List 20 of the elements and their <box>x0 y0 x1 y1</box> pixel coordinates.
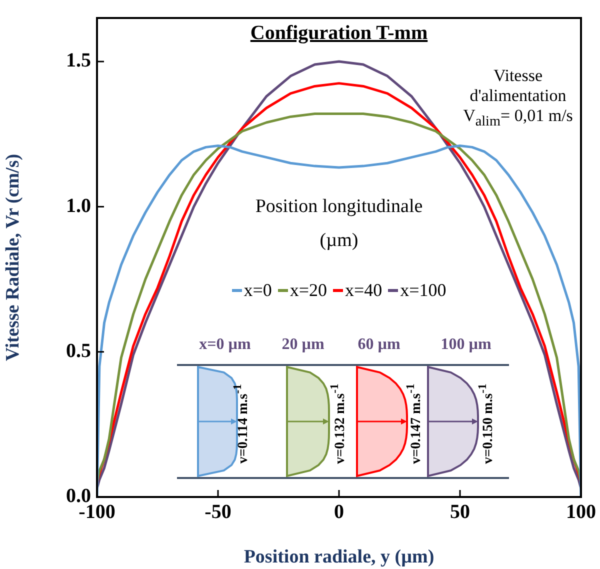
x-axis-title: Position radiale, y (µm) <box>244 546 434 568</box>
legend-label: x=0 <box>244 280 272 301</box>
legend-label: x=100 <box>400 280 446 301</box>
annotation: Vitesse d'alimentation V$_{alim}$= 0,01 m/s <box>462 66 574 132</box>
x-tick-label: 100 <box>566 501 596 524</box>
y-tick-label: 1.5 <box>66 50 91 72</box>
legend-title: Position longitudinale (µm) <box>254 195 424 253</box>
chart-title: Configuration T-mm <box>249 22 429 45</box>
legend-label: x=20 <box>290 280 327 301</box>
annotation: 100 µm <box>440 336 492 354</box>
x-tick-label: 0 <box>334 501 344 524</box>
y-tick-label: 1.0 <box>66 194 91 217</box>
x-tick-label: -50 <box>204 501 232 524</box>
annotation: 20 µm <box>280 336 326 354</box>
annotation: x=0 µm <box>198 336 252 354</box>
legend-label: x=40 <box>345 280 382 301</box>
y-axis-title: Vitesse Radiale, Vr (cm/s) <box>2 154 24 362</box>
y-tick-label: 0.5 <box>66 340 91 362</box>
x-tick-label: 50 <box>450 501 470 524</box>
annotation: 60 µm <box>356 336 402 354</box>
